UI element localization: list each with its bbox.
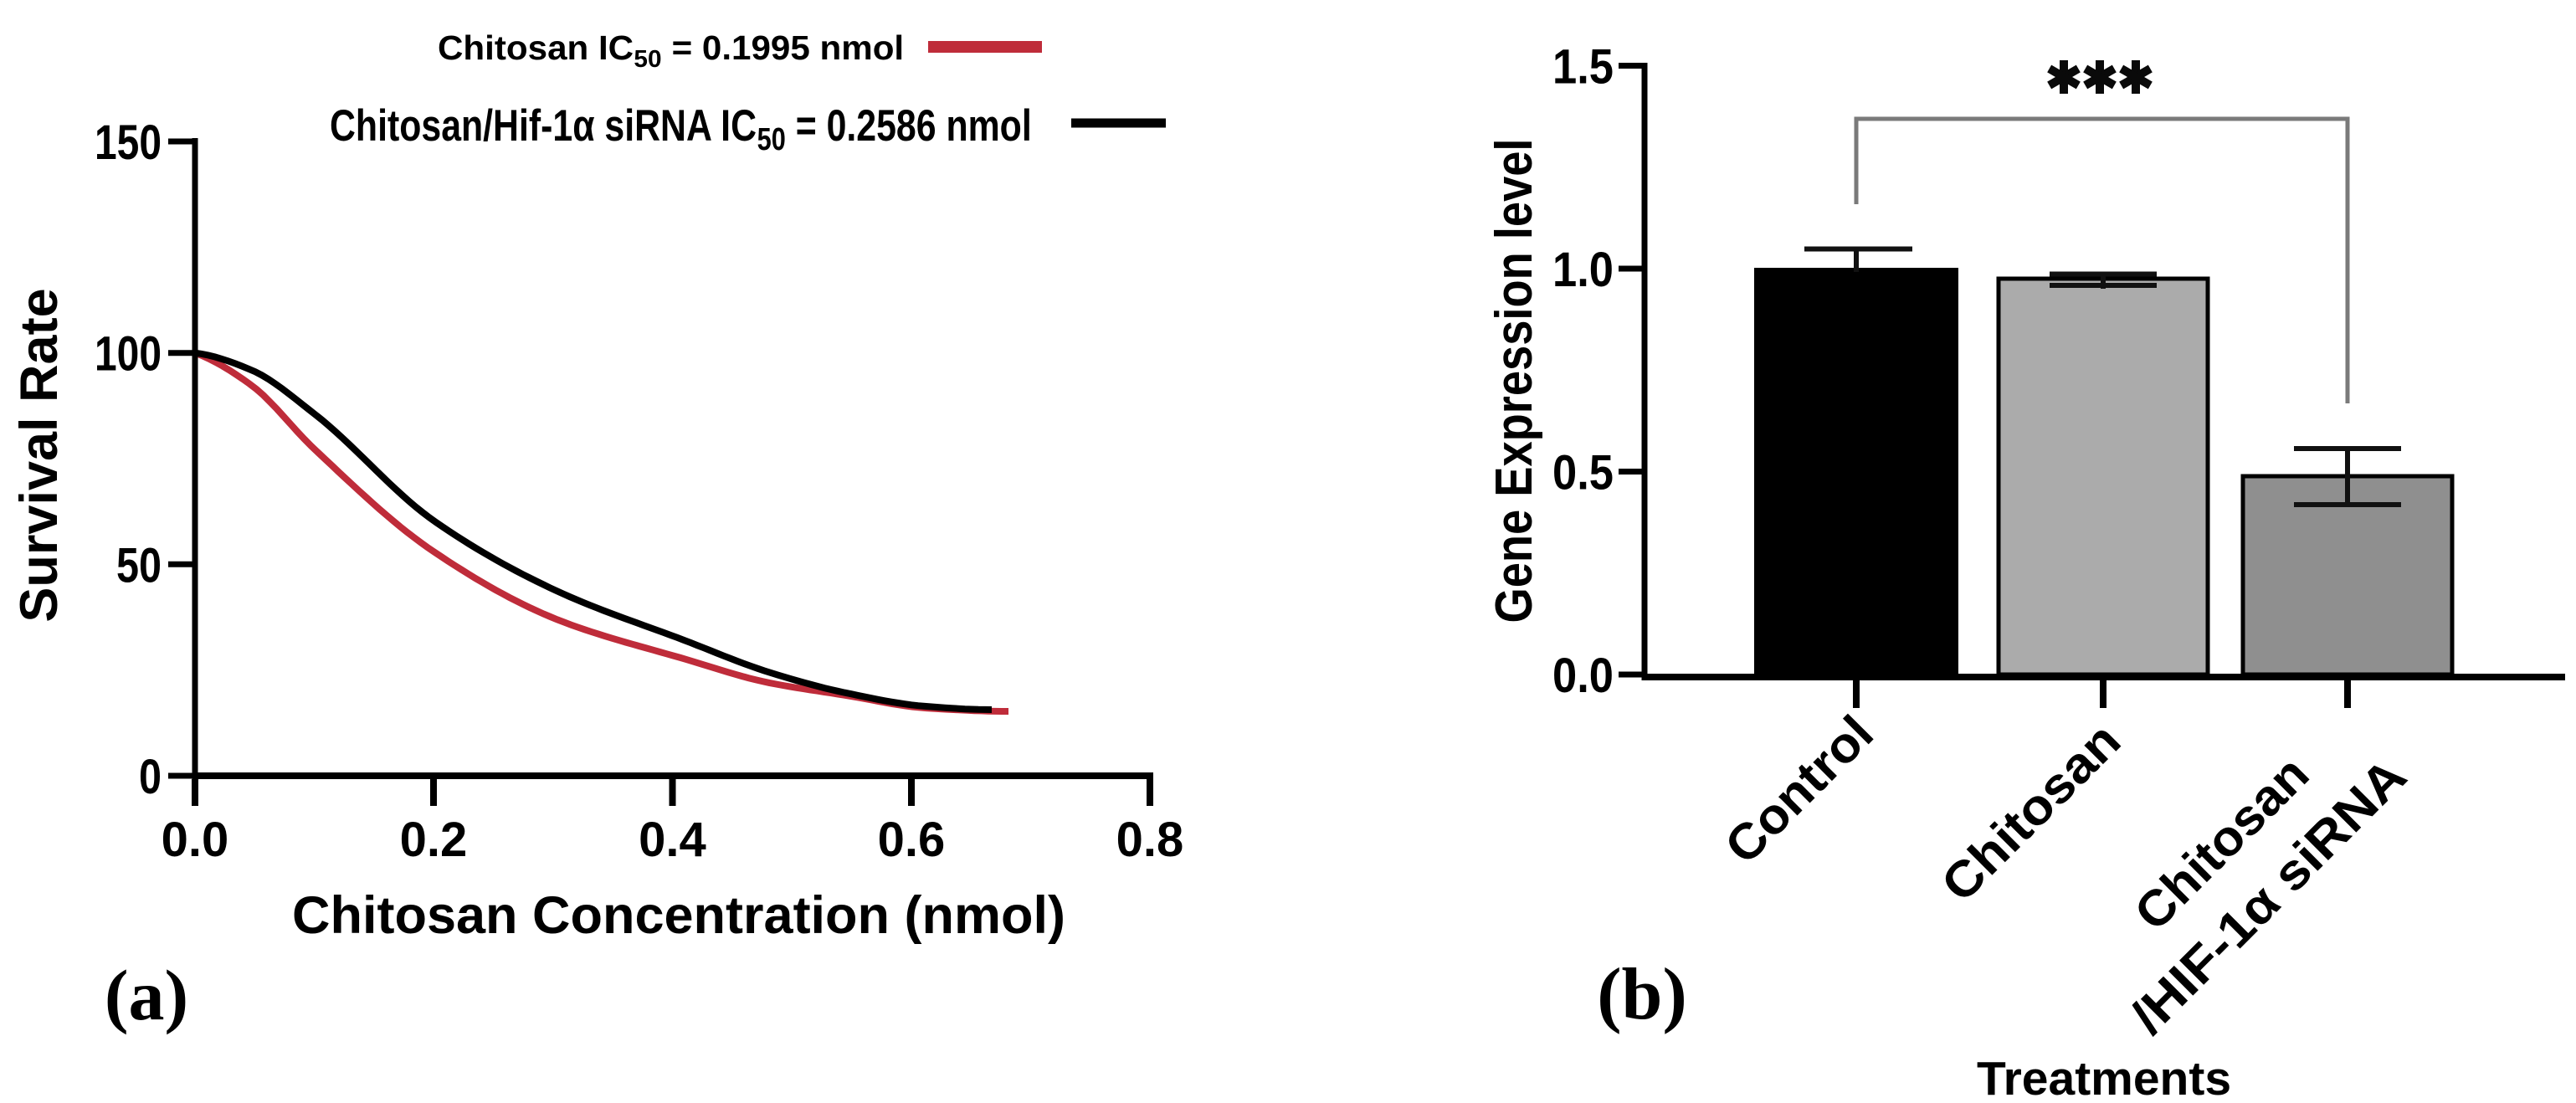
svg-text:0.6: 0.6: [878, 813, 946, 867]
svg-text:(b): (b): [1597, 954, 1687, 1035]
svg-text:(a): (a): [105, 955, 188, 1035]
svg-text:1.0: 1.0: [1552, 243, 1614, 297]
svg-text:0.2: 0.2: [400, 813, 468, 867]
svg-text:Chitosan/Hif-1α siRNA IC: Chitosan/Hif-1α siRNA IC: [330, 101, 757, 151]
svg-text:0: 0: [139, 750, 162, 804]
svg-text:50: 50: [757, 122, 786, 157]
svg-text:1.5: 1.5: [1552, 40, 1614, 95]
svg-text:0.0: 0.0: [1552, 649, 1614, 703]
svg-text:50: 50: [634, 45, 661, 73]
svg-text:0.5: 0.5: [1552, 446, 1614, 500]
svg-text:Chitosan IC: Chitosan IC: [438, 28, 634, 67]
svg-text:0.4: 0.4: [639, 813, 706, 867]
svg-text:50: 50: [116, 538, 162, 593]
svg-text:100: 100: [95, 327, 162, 382]
svg-text:Survival Rate: Survival Rate: [10, 288, 69, 622]
svg-text:150: 150: [95, 115, 162, 170]
svg-text:Gene Expression level: Gene Expression level: [1486, 139, 1543, 623]
svg-text:0.0: 0.0: [162, 813, 229, 867]
svg-text:= 0.2586 nmol: = 0.2586 nmol: [796, 101, 1032, 151]
svg-text:Chitosan Concentration (nmol): Chitosan Concentration (nmol): [292, 886, 1065, 945]
svg-text:= 0.1995 nmol: = 0.1995 nmol: [672, 28, 905, 67]
svg-text:Treatments: Treatments: [1977, 1052, 2231, 1103]
svg-text:0.8: 0.8: [1116, 813, 1184, 867]
